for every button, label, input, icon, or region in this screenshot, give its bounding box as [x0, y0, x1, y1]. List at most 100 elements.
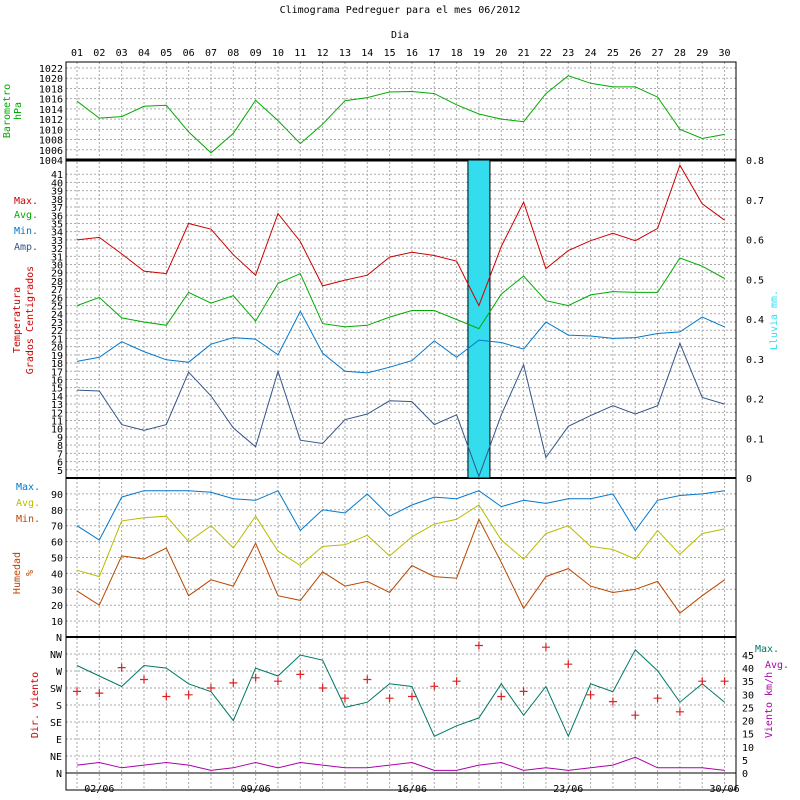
temp-tick-label: 41	[51, 170, 63, 181]
temp-label: Temperatura	[12, 287, 23, 353]
wind-avg-line	[76, 756, 725, 771]
dir-tick-label: NW	[50, 650, 63, 661]
wind-dir-marker	[318, 684, 327, 692]
dir-tick-label: NE	[50, 752, 62, 763]
wind-dir-marker	[296, 670, 305, 679]
rain-tick-label: 0.3	[746, 355, 764, 366]
day-label: 26	[629, 48, 641, 59]
day-label: 08	[227, 48, 239, 59]
day-label: 16	[406, 48, 418, 59]
temp-tick-label: 25	[51, 302, 63, 313]
hum-legend-min: Min.	[16, 514, 40, 525]
bottom-date-label: 30/06	[710, 784, 740, 795]
day-label: 05	[160, 48, 172, 59]
baro-tick-label: 1022	[39, 64, 63, 75]
day-label: 30	[719, 48, 731, 59]
wind-dir-marker	[541, 643, 550, 652]
day-label: 01	[71, 48, 83, 59]
rain-tick-label: 0.2	[746, 395, 764, 406]
wind-tick-label: 15	[742, 730, 754, 741]
wind-dir-marker	[497, 692, 506, 701]
dir-tick-label: S	[56, 701, 62, 712]
baro-tick-label: 1012	[39, 115, 63, 126]
chart-panels	[65, 61, 737, 791]
wind-dir-marker	[229, 678, 238, 687]
dir-tick-label: E	[56, 735, 62, 746]
wind-dir-marker	[474, 641, 483, 650]
temp-tick-label: 7	[57, 449, 63, 460]
temp-tick-label: 11	[51, 417, 63, 428]
baro-label: Barometro	[2, 84, 13, 138]
dir-tick-label: N	[56, 633, 62, 644]
hum-tick-label: 60	[51, 538, 63, 549]
hum-min-line	[76, 518, 725, 614]
bottom-date-label: 16/06	[397, 784, 427, 795]
day-label: 28	[674, 48, 686, 59]
hum-tick-label: 10	[51, 617, 63, 628]
day-label: 20	[495, 48, 507, 59]
temp-legend-avg: Avg.	[14, 210, 38, 221]
dir-tick-label: W	[56, 667, 63, 678]
hum-tick-label: 30	[51, 585, 63, 596]
wind-dir-marker	[95, 689, 104, 698]
wind-dir-marker	[73, 687, 81, 696]
day-label: 27	[652, 48, 664, 59]
wind-legend-max: Max.	[755, 644, 779, 655]
wind-dir-marker	[162, 692, 171, 701]
day-label: 07	[205, 48, 217, 59]
day-label: 13	[339, 48, 351, 59]
temp-tick-label: 33	[51, 236, 63, 247]
wind-tick-label: 0	[742, 769, 748, 780]
wind-dir-marker	[698, 677, 707, 686]
temp-tick-label: 12	[51, 408, 63, 419]
wind-legend-avg: Avg.	[765, 660, 789, 671]
chart-title: Climograma Pedreguer para el mes 06/2012	[280, 5, 521, 16]
day-label: 02	[93, 48, 105, 59]
hum-legend-max: Max.	[16, 482, 40, 493]
baro-unit-label: hPa	[13, 102, 24, 120]
temp-tick-label: 13	[51, 400, 63, 411]
temp-tick-label: 16	[51, 375, 63, 386]
hum-tick-label: 80	[51, 506, 63, 517]
temp-tick-label: 15	[51, 384, 63, 395]
wind-dir-marker	[564, 660, 573, 669]
wind-dir-marker	[519, 687, 528, 696]
bottom-date-label: 02/06	[84, 784, 114, 795]
day-label: 04	[138, 48, 150, 59]
rain-tick-label: 0.6	[746, 236, 764, 247]
day-label: 15	[384, 48, 396, 59]
temp-tick-label: 8	[57, 441, 63, 452]
temp-tick-label: 28	[51, 277, 63, 288]
hum-tick-label: 50	[51, 554, 63, 565]
rain-bar	[467, 159, 491, 479]
wind-tick-label: 35	[742, 677, 754, 688]
rain-tick-label: 0	[746, 474, 752, 485]
day-label: 19	[473, 48, 485, 59]
day-label: 09	[250, 48, 262, 59]
wind-dir-marker	[608, 697, 617, 706]
day-tick-labels: 01 02 03 04 05 06 07 08 09 10 11 12 13 14 15 16 17 18 19 20…	[71, 48, 731, 59]
temp-tick-label: 14	[51, 392, 63, 403]
day-label: 24	[585, 48, 597, 59]
wind-tick-label: 5	[742, 756, 748, 767]
wind-dir-marker	[251, 673, 260, 682]
axis-labels: 1004100610081010101210141016101810201022…	[2, 64, 789, 780]
baro-tick-label: 1020	[39, 74, 63, 85]
temp-max-line	[76, 164, 725, 307]
temp-amp-line	[76, 341, 725, 478]
wind-dir-marker	[586, 690, 595, 699]
temp-avg-line	[76, 257, 725, 330]
temp-tick-label: 10	[51, 425, 63, 436]
hum-avg-line	[76, 504, 725, 578]
temp-tick-label: 29	[51, 269, 63, 280]
wind-dir-marker	[407, 692, 416, 701]
grid-lines	[66, 62, 736, 790]
temp-tick-label: 9	[57, 433, 63, 444]
day-label: 17	[428, 48, 440, 59]
wind-dir-marker	[117, 663, 126, 672]
dir-tick-label: SE	[50, 718, 62, 729]
temp-tick-label: 22	[51, 326, 63, 337]
day-label: 25	[607, 48, 619, 59]
hum-tick-label: 70	[51, 522, 63, 533]
